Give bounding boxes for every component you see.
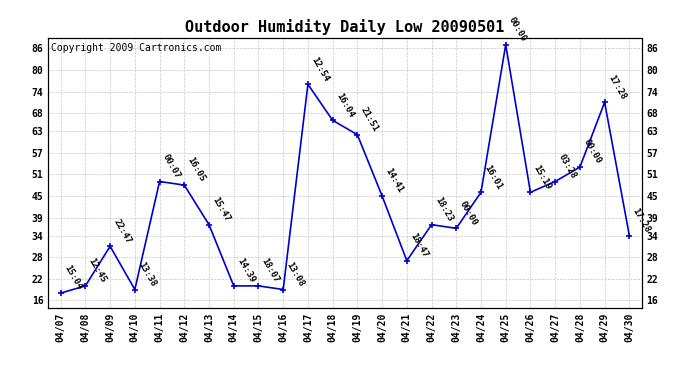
Text: 00:07: 00:07: [161, 152, 182, 180]
Text: 18:07: 18:07: [260, 257, 281, 285]
Text: 13:38: 13:38: [136, 260, 157, 288]
Text: 03:28: 03:28: [557, 152, 578, 180]
Text: 13:08: 13:08: [284, 260, 306, 288]
Text: 15:47: 15:47: [210, 195, 232, 223]
Text: 16:05: 16:05: [186, 156, 207, 184]
Text: 12:45: 12:45: [87, 257, 108, 285]
Text: 18:23: 18:23: [433, 195, 454, 223]
Text: 21:51: 21:51: [359, 105, 380, 133]
Text: 00:00: 00:00: [581, 138, 602, 166]
Text: 15:04: 15:04: [62, 264, 83, 292]
Text: Outdoor Humidity Daily Low 20090501: Outdoor Humidity Daily Low 20090501: [186, 19, 504, 35]
Text: 18:47: 18:47: [408, 231, 429, 259]
Text: 22:47: 22:47: [112, 217, 132, 245]
Text: 12:54: 12:54: [309, 55, 331, 83]
Text: 15:19: 15:19: [532, 163, 553, 191]
Text: 00:00: 00:00: [507, 15, 529, 43]
Text: 17:28: 17:28: [631, 206, 652, 234]
Text: 14:39: 14:39: [235, 257, 257, 285]
Text: 14:41: 14:41: [384, 167, 405, 195]
Text: 17:28: 17:28: [606, 73, 627, 101]
Text: 00:00: 00:00: [457, 199, 479, 227]
Text: 16:04: 16:04: [334, 91, 355, 119]
Text: Copyright 2009 Cartronics.com: Copyright 2009 Cartronics.com: [51, 43, 221, 53]
Text: 16:01: 16:01: [482, 163, 504, 191]
